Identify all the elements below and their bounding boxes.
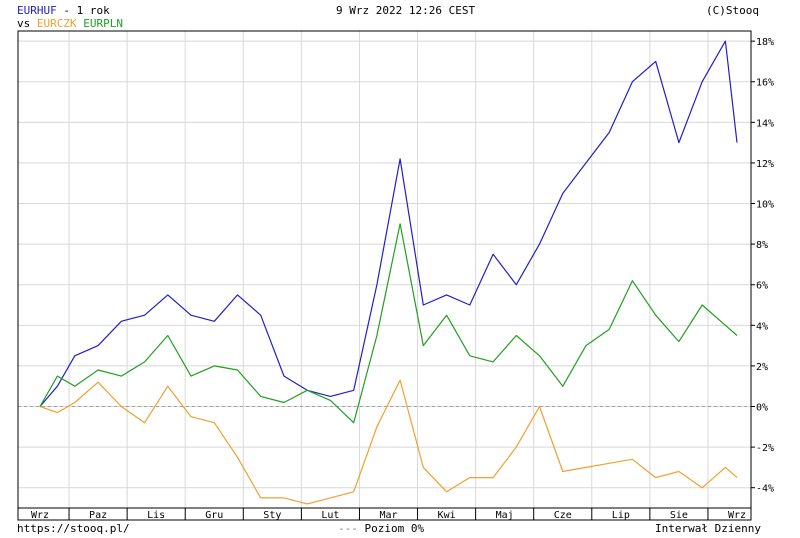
y-tick-label: 6% <box>756 281 768 292</box>
interval-label: Interwał Dzienny <box>655 522 761 535</box>
x-tick-label: Wrz <box>728 510 746 521</box>
x-tick-label: Wrz <box>31 510 49 521</box>
x-tick-label: Paz <box>89 510 107 521</box>
x-tick-label: Lis <box>147 510 165 521</box>
main-suffix: - 1 rok <box>56 4 110 17</box>
zero-level-label: Poziom 0% <box>364 522 425 535</box>
series-line-eurpln <box>39 223 738 424</box>
x-tick-label: Kwi <box>438 510 456 521</box>
y-tick-label: 18% <box>756 37 774 48</box>
x-axis-strip <box>17 507 752 521</box>
x-tick-label: Sty <box>263 510 281 521</box>
source-label: (C)Stooq <box>706 4 759 17</box>
plot-frame <box>17 30 752 509</box>
x-tick-label: Gru <box>205 510 223 521</box>
y-tick-label: 0% <box>756 403 768 414</box>
y-tick-label: -4% <box>756 484 774 495</box>
y-tick-label: -2% <box>756 443 774 454</box>
chart-title: EURHUF - 1 rok <box>17 4 110 17</box>
vs-label: vs <box>17 17 31 30</box>
dashed-line-icon: --- <box>338 522 358 535</box>
y-tick-label: 12% <box>756 159 774 170</box>
compare-legend: vs EURCZK EURPLN <box>17 17 123 30</box>
x-tick-label: Lip <box>612 510 630 521</box>
x-tick-label: Lut <box>321 510 339 521</box>
y-tick-label: 8% <box>756 240 768 251</box>
x-tick-label: Maj <box>496 510 514 521</box>
compare-symbol-eurczk[interactable]: EURCZK <box>36 17 77 30</box>
series-line-eurczk <box>39 379 738 505</box>
compare-symbol-eurpln[interactable]: EURPLN <box>83 17 123 30</box>
datetime-label: 9 Wrz 2022 12:26 CEST <box>336 4 476 17</box>
series-line-eurhuf <box>39 40 738 407</box>
x-tick-label: Sie <box>670 510 688 521</box>
y-tick-label: 4% <box>756 321 768 332</box>
y-tick-label: 14% <box>756 118 774 129</box>
y-tick-label: 10% <box>756 200 774 211</box>
zero-level-legend: --- Poziom 0% <box>338 522 424 535</box>
main-symbol[interactable]: EURHUF <box>17 4 57 17</box>
footer-url[interactable]: https://stooq.pl/ <box>17 522 130 535</box>
y-tick-label: 16% <box>756 78 774 89</box>
x-tick-label: Cze <box>554 510 572 521</box>
x-tick-label: Mar <box>379 510 397 521</box>
y-tick-label: 2% <box>756 362 768 373</box>
